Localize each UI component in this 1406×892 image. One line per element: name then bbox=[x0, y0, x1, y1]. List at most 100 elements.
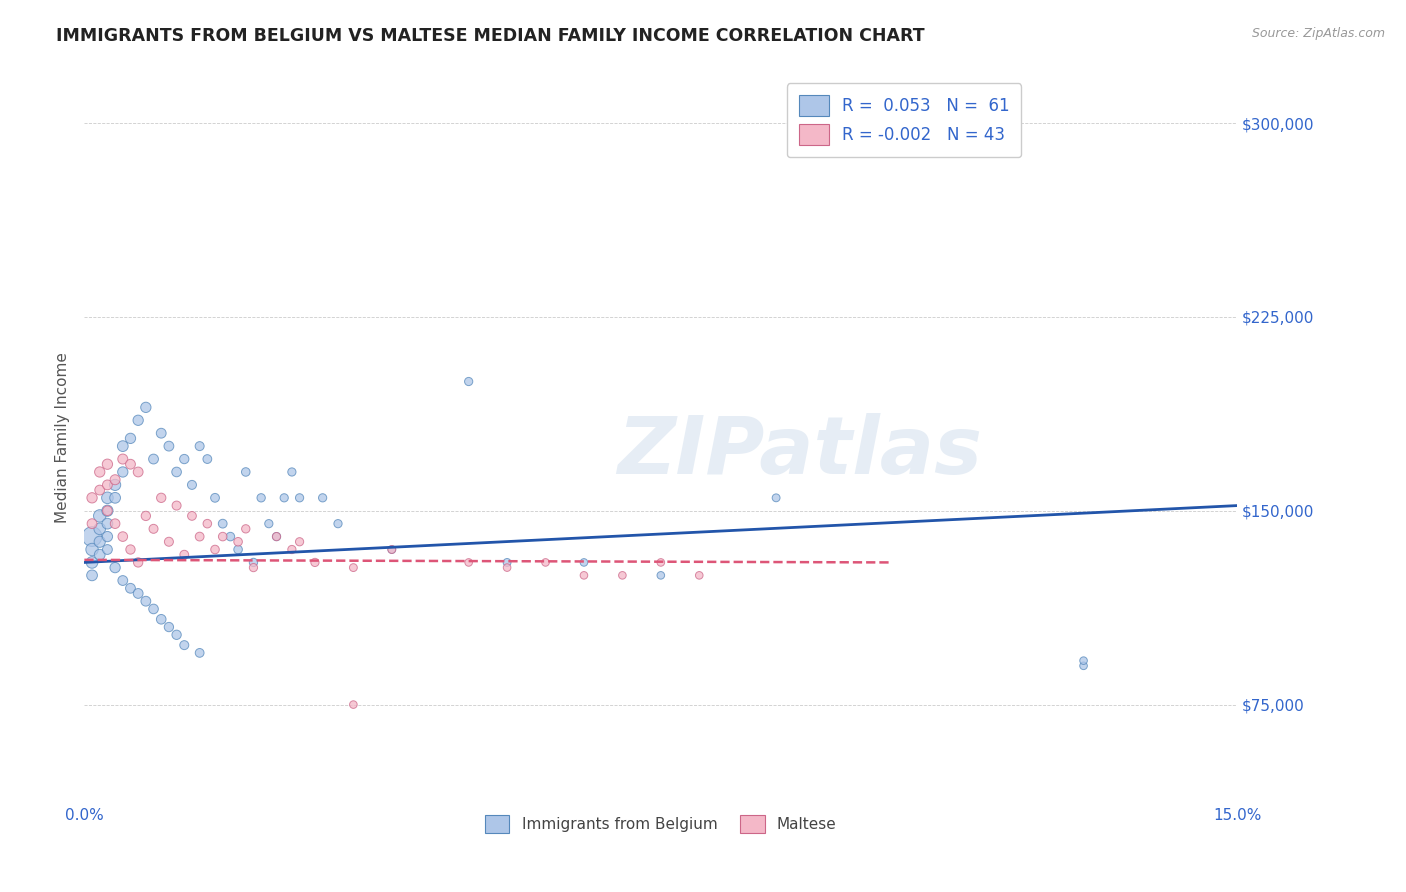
Point bbox=[96, 542, 118, 557]
Point bbox=[157, 620, 180, 634]
Point bbox=[181, 508, 204, 523]
Point bbox=[1073, 654, 1095, 668]
Point bbox=[342, 698, 364, 712]
Point bbox=[242, 560, 264, 574]
Point bbox=[226, 542, 249, 557]
Point bbox=[281, 465, 304, 479]
Point bbox=[120, 457, 142, 471]
Point bbox=[326, 516, 349, 531]
Point bbox=[288, 534, 311, 549]
Point bbox=[104, 491, 127, 505]
Point bbox=[211, 530, 233, 544]
Point bbox=[534, 556, 557, 570]
Point bbox=[166, 499, 188, 513]
Text: ZIPatlas: ZIPatlas bbox=[617, 413, 981, 491]
Point bbox=[226, 534, 249, 549]
Point bbox=[181, 478, 204, 492]
Point bbox=[96, 530, 118, 544]
Point bbox=[204, 542, 226, 557]
Point bbox=[273, 491, 295, 505]
Point bbox=[142, 602, 165, 616]
Point bbox=[250, 491, 273, 505]
Point bbox=[135, 594, 157, 608]
Point bbox=[572, 568, 595, 582]
Point bbox=[80, 556, 103, 570]
Text: Source: ZipAtlas.com: Source: ZipAtlas.com bbox=[1251, 27, 1385, 40]
Point bbox=[765, 491, 787, 505]
Point bbox=[166, 628, 188, 642]
Point bbox=[104, 473, 127, 487]
Point bbox=[89, 522, 111, 536]
Point bbox=[457, 556, 479, 570]
Point bbox=[80, 568, 103, 582]
Point bbox=[150, 491, 173, 505]
Point bbox=[496, 556, 519, 570]
Point bbox=[235, 465, 257, 479]
Point bbox=[127, 413, 149, 427]
Point bbox=[135, 401, 157, 415]
Point bbox=[111, 530, 134, 544]
Point bbox=[457, 375, 479, 389]
Point bbox=[235, 522, 257, 536]
Point bbox=[150, 426, 173, 441]
Point bbox=[127, 586, 149, 600]
Point bbox=[89, 483, 111, 497]
Point bbox=[104, 560, 127, 574]
Point bbox=[211, 516, 233, 531]
Point bbox=[89, 465, 111, 479]
Point bbox=[120, 542, 142, 557]
Point bbox=[281, 542, 304, 557]
Point bbox=[188, 646, 211, 660]
Point bbox=[173, 638, 195, 652]
Point bbox=[173, 548, 195, 562]
Point bbox=[157, 534, 180, 549]
Point bbox=[80, 542, 103, 557]
Legend: Immigrants from Belgium, Maltese: Immigrants from Belgium, Maltese bbox=[479, 809, 842, 839]
Point bbox=[242, 556, 264, 570]
Point bbox=[120, 582, 142, 596]
Point bbox=[204, 491, 226, 505]
Point bbox=[96, 516, 118, 531]
Point bbox=[89, 534, 111, 549]
Point bbox=[111, 574, 134, 588]
Point bbox=[612, 568, 634, 582]
Point bbox=[219, 530, 242, 544]
Text: IMMIGRANTS FROM BELGIUM VS MALTESE MEDIAN FAMILY INCOME CORRELATION CHART: IMMIGRANTS FROM BELGIUM VS MALTESE MEDIA… bbox=[56, 27, 925, 45]
Point bbox=[142, 452, 165, 467]
Point bbox=[195, 516, 218, 531]
Point bbox=[173, 452, 195, 467]
Point bbox=[381, 542, 404, 557]
Point bbox=[111, 452, 134, 467]
Point bbox=[89, 548, 111, 562]
Point bbox=[195, 452, 218, 467]
Point bbox=[120, 431, 142, 445]
Point bbox=[572, 556, 595, 570]
Point bbox=[257, 516, 280, 531]
Point bbox=[127, 465, 149, 479]
Point bbox=[188, 530, 211, 544]
Point bbox=[104, 516, 127, 531]
Point bbox=[304, 556, 326, 570]
Point bbox=[80, 530, 103, 544]
Point bbox=[188, 439, 211, 453]
Point bbox=[104, 478, 127, 492]
Point bbox=[111, 465, 134, 479]
Point bbox=[80, 491, 103, 505]
Point bbox=[166, 465, 188, 479]
Point bbox=[142, 522, 165, 536]
Point bbox=[266, 530, 288, 544]
Point bbox=[381, 542, 404, 557]
Point bbox=[150, 612, 173, 626]
Point bbox=[288, 491, 311, 505]
Point bbox=[96, 504, 118, 518]
Point bbox=[135, 508, 157, 523]
Point bbox=[127, 556, 149, 570]
Point bbox=[96, 491, 118, 505]
Point bbox=[688, 568, 710, 582]
Point bbox=[342, 560, 364, 574]
Y-axis label: Median Family Income: Median Family Income bbox=[55, 351, 70, 523]
Point bbox=[80, 516, 103, 531]
Point bbox=[650, 568, 672, 582]
Point bbox=[1073, 658, 1095, 673]
Point bbox=[157, 439, 180, 453]
